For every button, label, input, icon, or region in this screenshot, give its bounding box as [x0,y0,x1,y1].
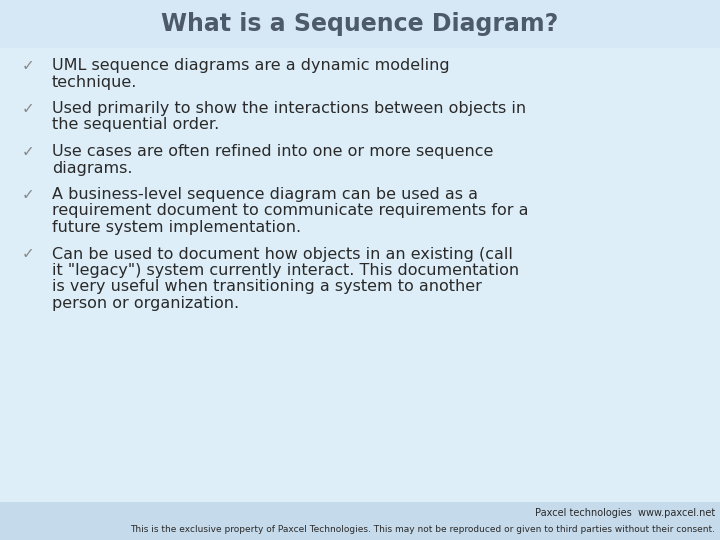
Text: Use cases are often refined into one or more sequence: Use cases are often refined into one or … [52,144,493,159]
FancyBboxPatch shape [0,502,720,540]
Text: is very useful when transitioning a system to another: is very useful when transitioning a syst… [52,280,482,294]
Text: diagrams.: diagrams. [52,160,132,176]
Text: ✓: ✓ [22,144,35,159]
Text: ✓: ✓ [22,246,35,261]
Text: future system implementation.: future system implementation. [52,220,301,235]
Text: Can be used to document how objects in an existing (call: Can be used to document how objects in a… [52,246,513,261]
Text: Paxcel technologies  www.paxcel.net: Paxcel technologies www.paxcel.net [535,508,715,518]
Text: UML sequence diagrams are a dynamic modeling: UML sequence diagrams are a dynamic mode… [52,58,449,73]
Text: ✓: ✓ [22,187,35,202]
Text: technique.: technique. [52,75,138,90]
Text: A business-level sequence diagram can be used as a: A business-level sequence diagram can be… [52,187,478,202]
Text: it "legacy") system currently interact. This documentation: it "legacy") system currently interact. … [52,263,519,278]
Text: Used primarily to show the interactions between objects in: Used primarily to show the interactions … [52,101,526,116]
Text: This is the exclusive property of Paxcel Technologies. This may not be reproduce: This is the exclusive property of Paxcel… [130,525,715,534]
Text: requirement document to communicate requirements for a: requirement document to communicate requ… [52,204,528,219]
Text: person or organization.: person or organization. [52,296,239,311]
Text: the sequential order.: the sequential order. [52,118,220,132]
Text: ✓: ✓ [22,101,35,116]
Text: What is a Sequence Diagram?: What is a Sequence Diagram? [161,12,559,36]
Text: ✓: ✓ [22,58,35,73]
FancyBboxPatch shape [0,0,720,48]
